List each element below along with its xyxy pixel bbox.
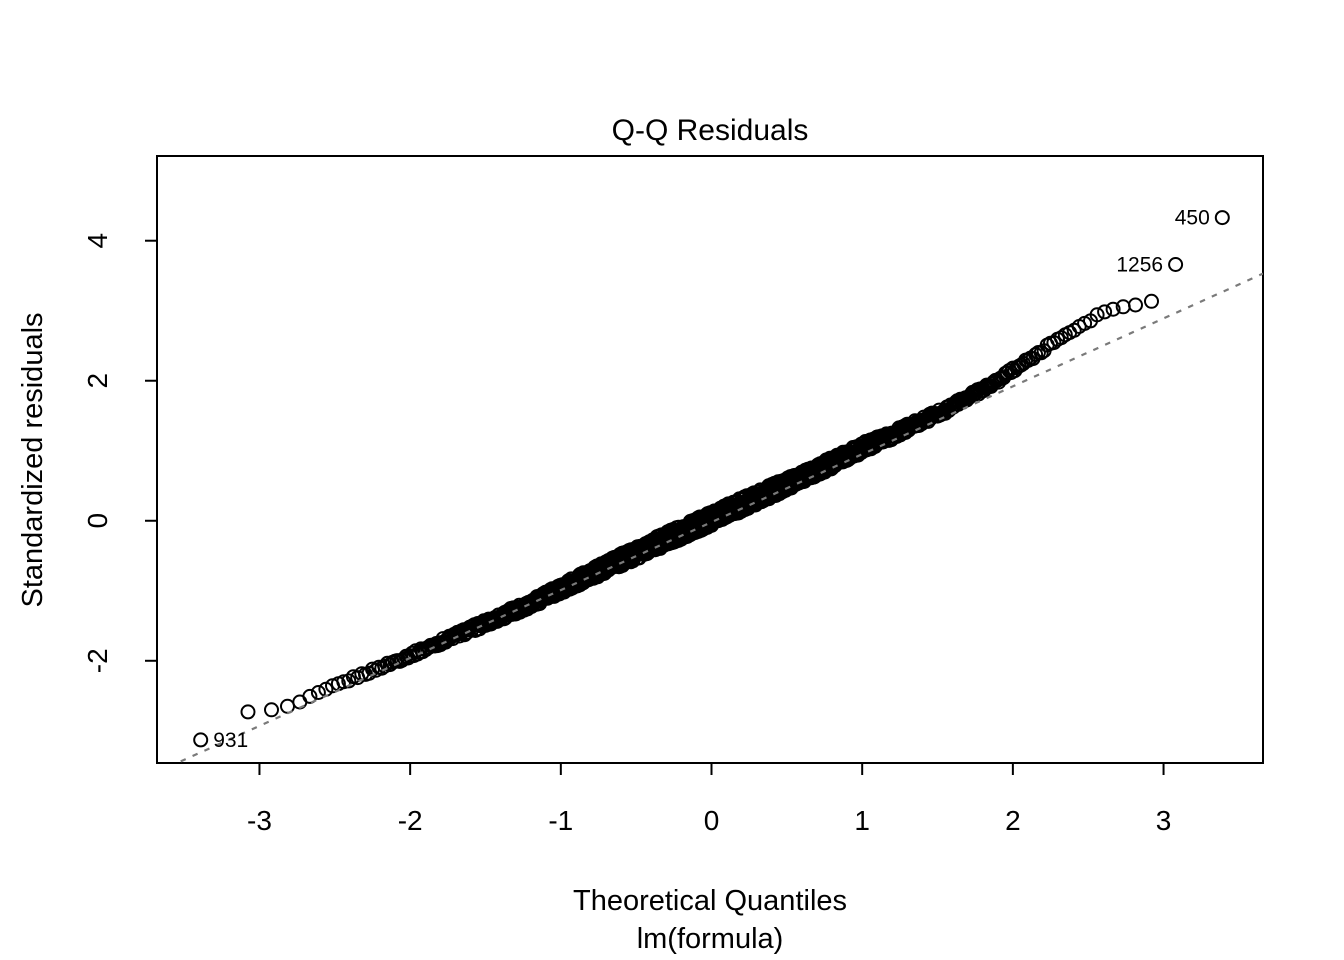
x-axis-tick-label: -2	[398, 805, 423, 836]
x-axis-tick-label: 3	[1156, 805, 1172, 836]
x-axis-tick-label: -3	[247, 805, 272, 836]
data-point	[1089, 307, 1105, 323]
chart-title: Q-Q Residuals	[612, 114, 809, 147]
x-axis-subtitle: lm(formula)	[637, 923, 784, 955]
plot-border	[156, 155, 1264, 764]
data-point	[1144, 293, 1159, 309]
x-axis-tick-label: 0	[704, 805, 720, 836]
y-axis-tick-label: 2	[82, 373, 113, 389]
y-axis-tick-label: -2	[82, 648, 113, 673]
data-point	[264, 702, 279, 718]
data-point	[1097, 304, 1113, 320]
outlier-label-931: 931	[213, 729, 248, 752]
x-axis-tick-label: 2	[1005, 805, 1021, 836]
y-axis-tick-label: 4	[82, 233, 113, 249]
data-point	[1046, 335, 1062, 351]
outlier-label-1256: 1256	[1116, 254, 1163, 277]
y-axis-tick-label: 0	[82, 513, 113, 529]
outlier-point-450	[1214, 210, 1230, 226]
data-point	[310, 685, 326, 700]
outlier-point-1256	[1168, 257, 1184, 272]
outlier-points-layer: 450 1256 931	[193, 207, 1230, 752]
outlier-label-450: 450	[1175, 207, 1210, 230]
data-points-layer	[240, 293, 1159, 720]
x-axis-tick-label: -1	[548, 805, 573, 836]
x-axis-tick-label: 1	[854, 805, 870, 836]
data-point	[240, 704, 256, 720]
outlier-point-931	[193, 732, 209, 748]
data-point	[1128, 297, 1143, 313]
y-axis-title: Standardized residuals	[17, 312, 49, 607]
x-axis-title: Theoretical Quantiles	[573, 885, 847, 917]
data-point	[341, 673, 357, 689]
data-point	[1105, 301, 1121, 317]
data-point	[1053, 330, 1069, 346]
data-point	[302, 688, 318, 704]
axis-ticks-layer: -3 -2 -1 0 1 2 3 -2 0 2 4	[82, 233, 1171, 836]
